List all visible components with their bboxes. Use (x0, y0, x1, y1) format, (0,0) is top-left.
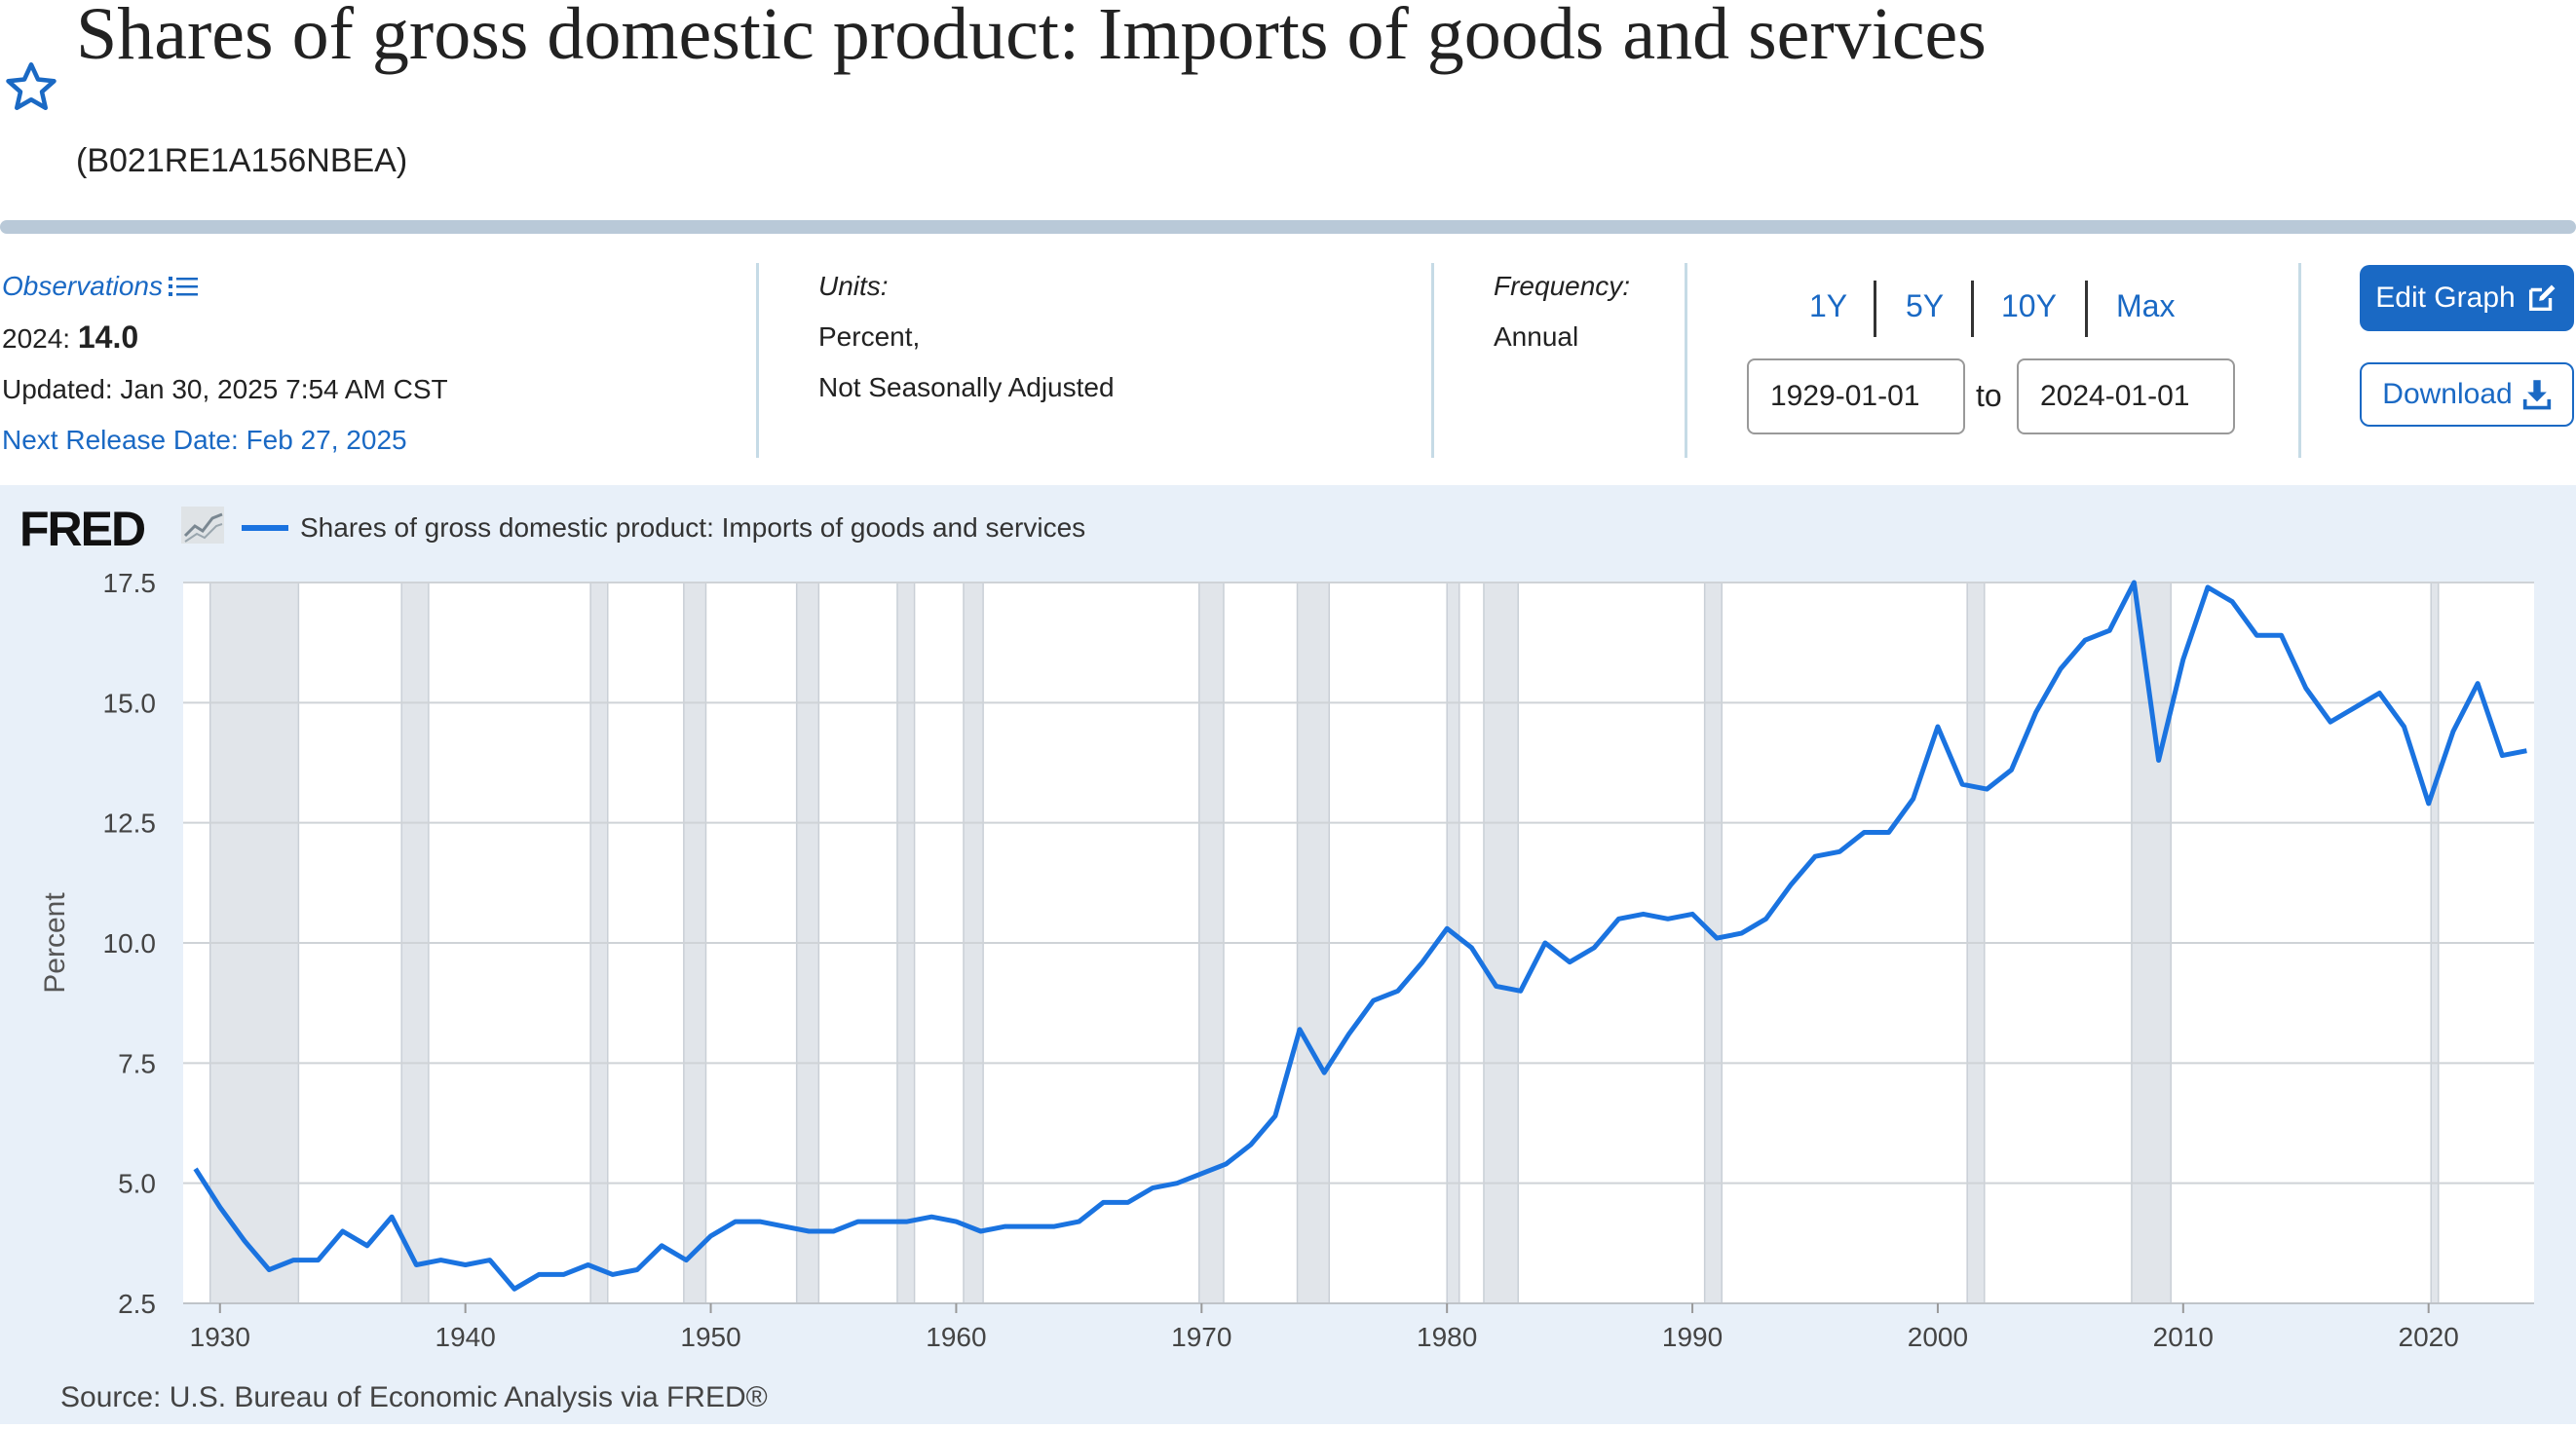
legend-label: Shares of gross domestic product: Import… (300, 512, 1085, 543)
y-tick-label: 12.5 (103, 809, 157, 839)
y-tick-label: 17.5 (103, 568, 157, 598)
line-chart: 2.5 5.0 7.5 10.0 12.5 15.0 17.5 1930 1940 1950 19… (19, 502, 2534, 1413)
x-tick-label: 2000 (1908, 1322, 1968, 1352)
series-id: (B021RE1A156NBEA) (76, 142, 408, 179)
updated-text: Updated: Jan 30, 2025 7:54 AM CST (2, 374, 448, 404)
page-title: Shares of gross domestic product: Import… (76, 0, 1987, 75)
fred-logo-chart-icon (181, 507, 224, 544)
range-max-button[interactable]: Max (2116, 288, 2176, 323)
frequency-label: Frequency: (1494, 271, 1631, 301)
x-tick-label: 2010 (2153, 1322, 2214, 1352)
x-tick-label: 1970 (1171, 1322, 1231, 1352)
range-separator (1971, 281, 1974, 337)
list-icon (168, 277, 198, 296)
download-icon (2522, 380, 2551, 410)
range-1y-button[interactable]: 1Y (1809, 288, 1848, 323)
frequency-block: Frequency: Annual (1494, 261, 1630, 362)
to-label: to (1976, 378, 2002, 413)
range-5y-button[interactable]: 5Y (1906, 288, 1945, 323)
x-tick-label: 1940 (436, 1322, 496, 1352)
edit-graph-button[interactable]: Edit Graph (2360, 265, 2574, 331)
y-tick-label: 7.5 (118, 1048, 156, 1078)
units-label: Units: (818, 271, 889, 301)
start-date-input[interactable] (1747, 358, 1965, 434)
units-block: Units: Percent, Not Seasonally Adjusted (818, 261, 1115, 413)
header-divider (0, 220, 2576, 234)
units-line2: Not Seasonally Adjusted (818, 372, 1115, 402)
x-tick-label: 1960 (926, 1322, 986, 1352)
range-separator (1874, 281, 1876, 337)
next-release-link[interactable]: Next Release Date: Feb 27, 2025 (2, 425, 407, 455)
y-tick-label: 2.5 (118, 1289, 156, 1319)
y-tick-label: 10.0 (103, 928, 157, 959)
fred-logo: FRED (19, 502, 145, 556)
latest-observation: 2024: 14.0 (2, 312, 448, 364)
x-tick-label: 2020 (2399, 1322, 2459, 1352)
chart-panel: 2.5 5.0 7.5 10.0 12.5 15.0 17.5 1930 1940 1950 19… (0, 485, 2576, 1424)
meta-separator (1685, 263, 1687, 458)
frequency-value: Annual (1494, 321, 1579, 352)
meta-separator (756, 263, 759, 458)
observations-block: Observations 2024: 14.0 Updated: Jan 30,… (2, 261, 448, 466)
x-tick-label: 1950 (680, 1322, 740, 1352)
observations-link[interactable]: Observations (2, 261, 448, 312)
units-line1: Percent, (818, 321, 921, 352)
x-tick-label: 1990 (1662, 1322, 1723, 1352)
latest-date: 2024: (2, 323, 71, 354)
x-tick-label: 1930 (190, 1322, 250, 1352)
download-button[interactable]: Download (2360, 362, 2574, 427)
edit-graph-label: Edit Graph (2375, 282, 2516, 314)
observations-label: Observations (2, 271, 163, 301)
edit-icon (2528, 284, 2556, 312)
end-date-input[interactable] (2017, 358, 2235, 434)
x-tick-label: 1980 (1417, 1322, 1477, 1352)
y-tick-label: 15.0 (103, 688, 157, 718)
favorite-star-icon[interactable] (2, 58, 60, 117)
range-10y-button[interactable]: 10Y (2001, 288, 2057, 323)
series-line-imports[interactable] (193, 580, 2527, 1292)
meta-separator (1431, 263, 1434, 458)
y-axis-label: Percent (39, 892, 71, 994)
latest-value: 14.0 (77, 320, 139, 355)
meta-separator (2298, 263, 2301, 458)
y-tick-label: 5.0 (118, 1169, 156, 1199)
range-separator (2085, 281, 2088, 337)
download-label: Download (2382, 378, 2513, 410)
source-text: Source: U.S. Bureau of Economic Analysis… (60, 1381, 768, 1413)
